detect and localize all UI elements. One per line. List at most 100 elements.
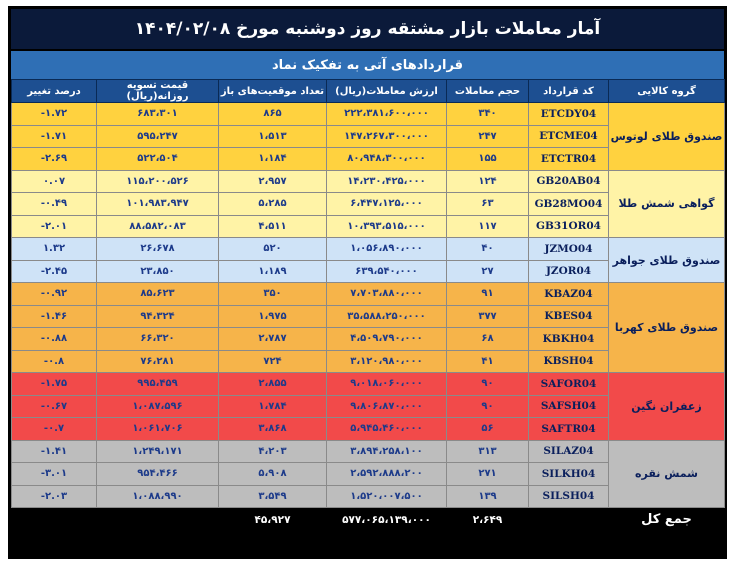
cell-open-interest: ۴،۲۰۳ [218,439,327,463]
cell-volume: ۶۳ [446,192,529,216]
table-row: ETCTR04 ۱۵۵ ۸۰،۹۴۸،۳۰۰،۰۰۰ ۱،۱۸۴ ۵۲۲،۵۰۴ -۲.۶… [11,147,725,171]
cell-settlement: ۶۶،۳۲۰ [96,327,219,351]
table-row: زعفران نگین SAFOR04 ۹۰ ۹،۰۱۸،۰۶۰،۰۰۰ ۲،۸۵۵ ۹۹… [11,372,725,441]
cell-change: -۰.۹۲ [11,282,97,306]
table-row: شمش نقره SILAZ04 ۳۱۳ ۳،۸۹۴،۲۵۸،۱۰۰ ۴،۲۰۳ ۱،۲۴… [11,439,725,508]
report-frame: آمار معاملات بازار مشتقه روز دوشنبه مورخ… [8,6,727,559]
cell-value: ۳،۸۹۴،۲۵۸،۱۰۰ [326,439,447,463]
cell-value: ۲،۵۹۲،۸۸۸،۲۰۰ [326,462,447,486]
total-label: جمع کل [608,507,725,532]
cell-value: ۳۵،۵۸۸،۲۵۰،۰۰۰ [326,304,447,328]
cell-volume: ۲۷ [446,259,529,283]
cell-code: SILSH04 [528,484,609,508]
cell-code: SAFTR04 [528,417,609,441]
cell-value: ۷،۷۰۳،۸۸۰،۰۰۰ [326,282,447,306]
cell-value: ۵،۹۴۵،۴۶۰،۰۰۰ [326,417,447,441]
header-change: درصد تغییر [11,79,97,103]
cell-settlement: ۷۶،۲۸۱ [96,349,219,373]
header-open-interest: تعداد موقعیت‌های باز [218,79,327,103]
cell-settlement: ۱۰۱،۹۸۳،۹۴۷ [96,192,219,216]
cell-change: -۰.۷ [11,417,97,441]
cell-value: ۱۰،۳۹۳،۵۱۵،۰۰۰ [326,214,447,238]
cell-volume: ۴۰ [446,237,529,261]
cell-volume: ۹۱ [446,282,529,306]
cell-settlement: ۹۵۴،۴۶۶ [96,462,219,486]
table-row: KBKH04 ۶۸ ۴،۵۰۹،۷۹۰،۰۰۰ ۲،۷۸۷ ۶۶،۳۲۰ -۰.۸۸ [11,327,725,351]
cell-change: -۱.۷۵ [11,372,97,396]
group-cell: گواهی شمش طلا [608,169,725,238]
cell-settlement: ۵۹۵،۲۴۷ [96,124,219,148]
cell-open-interest: ۵،۹۰۸ [218,462,327,486]
table-row: صندوق طلای کهربا KBAZ04 ۹۱ ۷،۷۰۳،۸۸۰،۰۰۰ ۳۵۰… [11,282,725,373]
header-row: گروه کالایی کد قرارداد حجم معاملات ارزش … [11,79,725,103]
cell-value: ۹،۸۰۶،۸۷۰،۰۰۰ [326,394,447,418]
total-value: ۵۷۷،۰۶۵،۱۳۹،۰۰۰ [326,507,447,532]
cell-code: JZOR04 [528,259,609,283]
table-row: ETCME04 ۲۴۷ ۱۴۷،۲۶۷،۳۰۰،۰۰۰ ۱،۵۱۳ ۵۹۵،۲۴۷ -۱.… [11,124,725,148]
total-code-empty [528,507,609,532]
cell-value: ۸۰،۹۴۸،۳۰۰،۰۰۰ [326,147,447,171]
cell-code: ETCTR04 [528,147,609,171]
group-cell: شمش نقره [608,439,725,508]
cell-volume: ۳۷۷ [446,304,529,328]
cell-change: -۱.۷۱ [11,124,97,148]
futures-table: گروه کالایی کد قرارداد حجم معاملات ارزش … [11,79,725,532]
cell-open-interest: ۱،۱۸۹ [218,259,327,283]
cell-volume: ۹۰ [446,394,529,418]
cell-volume: ۱۵۵ [446,147,529,171]
cell-change: ۰.۰۷ [11,169,97,193]
cell-volume: ۹۰ [446,372,529,396]
header-volume: حجم معاملات [446,79,529,103]
table-row: SILSH04 ۱۳۹ ۱،۵۲۰،۰۰۷،۵۰۰ ۳،۵۴۹ ۱،۰۸۸،۹۹۰ -۲.… [11,484,725,508]
total-open-interest: ۴۵،۹۲۷ [218,507,327,532]
table-row: صندوق طلای جواهر JZMO04 ۴۰ ۱،۰۵۶،۸۹۰،۰۰۰ ۵۲۰… [11,237,725,283]
cell-value: ۹،۰۱۸،۰۶۰،۰۰۰ [326,372,447,396]
cell-change: -۲.۰۱ [11,214,97,238]
cell-open-interest: ۸۶۵ [218,102,327,126]
cell-settlement: ۲۶،۶۷۸ [96,237,219,261]
cell-value: ۴،۵۰۹،۷۹۰،۰۰۰ [326,327,447,351]
cell-settlement: ۱،۲۴۹،۱۷۱ [96,439,219,463]
report-subtitle: قراردادهای آتی به تفکیک نماد [11,51,724,79]
cell-code: GB31OR04 [528,214,609,238]
group-cell: صندوق طلای کهربا [608,282,725,373]
cell-code: KBES04 [528,304,609,328]
cell-volume: ۱۳۹ [446,484,529,508]
cell-change: -۰.۸ [11,349,97,373]
cell-volume: ۶۸ [446,327,529,351]
cell-code: KBSH04 [528,349,609,373]
cell-code: GB20AB04 [528,169,609,193]
cell-value: ۱۴۷،۲۶۷،۳۰۰،۰۰۰ [326,124,447,148]
cell-value: ۶،۴۴۷،۱۲۵،۰۰۰ [326,192,447,216]
cell-volume: ۳۴۰ [446,102,529,126]
cell-volume: ۳۱۳ [446,439,529,463]
cell-settlement: ۱،۰۶۱،۷۰۶ [96,417,219,441]
cell-settlement: ۹۴،۳۲۴ [96,304,219,328]
cell-code: SILKH04 [528,462,609,486]
table-row: GB28MO04 ۶۳ ۶،۴۴۷،۱۲۵،۰۰۰ ۵،۲۸۵ ۱۰۱،۹۸۳،۹۴۷-… [11,192,725,216]
cell-volume: ۴۱ [446,349,529,373]
cell-code: ETCME04 [528,124,609,148]
cell-change: -۰.۶۷ [11,394,97,418]
total-row: جمع کل ۲،۶۴۹ ۵۷۷،۰۶۵،۱۳۹،۰۰۰ ۴۵،۹۲۷ [11,507,725,532]
cell-value: ۳،۱۲۰،۹۸۰،۰۰۰ [326,349,447,373]
cell-open-interest: ۵۲۰ [218,237,327,261]
total-settlement-empty [96,507,219,532]
cell-code: SILAZ04 [528,439,609,463]
total-volume: ۲،۶۴۹ [446,507,529,532]
header-group: گروه کالایی [608,79,725,103]
total-change-empty [11,507,97,532]
cell-open-interest: ۱،۷۸۴ [218,394,327,418]
cell-open-interest: ۳۵۰ [218,282,327,306]
cell-code: JZMO04 [528,237,609,261]
cell-code: SAFOR04 [528,372,609,396]
table-row: صندوق طلای لوتوس ETCDY04 ۳۴۰ ۲۲۲،۳۸۱،۶۰۰،۰۰… [11,102,725,171]
table-row: SAFTR04 ۵۶ ۵،۹۴۵،۴۶۰،۰۰۰ ۳،۸۶۸ ۱،۰۶۱،۷۰۶ -۰.۷ [11,417,725,441]
cell-code: KBKH04 [528,327,609,351]
cell-value: ۱،۵۲۰،۰۰۷،۵۰۰ [326,484,447,508]
table-row: گواهی شمش طلا GB20AB04 ۱۲۴ ۱۴،۲۳۰،۴۲۵،۰۰۰ ۲،… [11,169,725,238]
cell-settlement: ۸۸،۵۸۲،۰۸۳ [96,214,219,238]
cell-change: -۰.۸۸ [11,327,97,351]
cell-settlement: ۸۵،۶۲۳ [96,282,219,306]
cell-open-interest: ۴،۵۱۱ [218,214,327,238]
